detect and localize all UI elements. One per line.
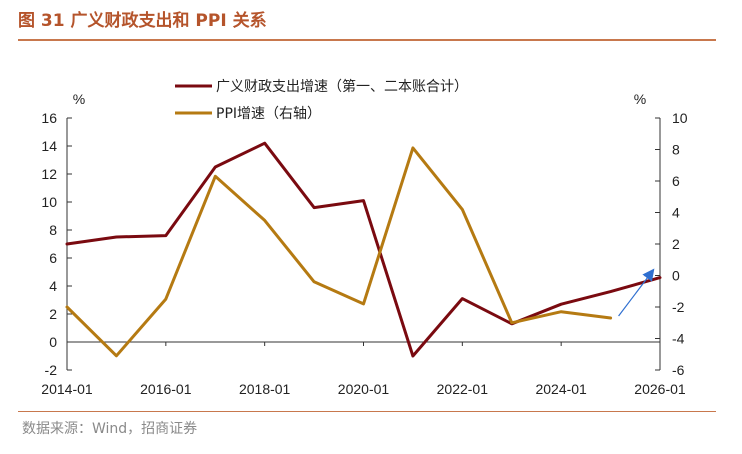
right-tick-label: -6 [672, 362, 685, 378]
figure-title: 图 31 广义财政支出和 PPI 关系 [18, 11, 267, 31]
x-tick-label: 2014-01 [41, 381, 93, 397]
right-tick-label: 2 [672, 236, 680, 252]
source-divider [18, 411, 716, 412]
series-line-2 [65, 146, 613, 358]
legend-label-1: 广义财政支出增速（第一、二本账合计） [216, 78, 468, 95]
x-tick-label: 2026-01 [634, 381, 686, 397]
left-tick-label: 4 [49, 278, 57, 294]
legend: 广义财政支出增速（第一、二本账合计） PPI增速（右轴） [175, 78, 468, 122]
left-tick-label: 0 [49, 334, 57, 350]
x-tick-label: 2016-01 [140, 381, 192, 397]
x-tick-label: 2018-01 [239, 381, 291, 397]
title-divider [18, 39, 716, 41]
left-axis-unit: % [73, 91, 85, 107]
x-tick-label: 2020-01 [338, 381, 390, 397]
series-layer [65, 141, 662, 358]
right-tick-label: 4 [672, 205, 680, 221]
left-tick-label: 2 [49, 306, 57, 322]
right-tick-label: 0 [672, 268, 680, 284]
trend-arrow [618, 268, 655, 317]
right-tick-label: 10 [672, 110, 688, 126]
left-tick-label: 10 [41, 194, 57, 210]
left-tick-label: 16 [41, 110, 57, 126]
right-tick-label: 6 [672, 173, 680, 189]
series-line-1 [65, 141, 662, 358]
left-tick-label: 14 [41, 138, 57, 154]
axes-layer: -2 0 2 4 6 8 10 12 14 16 -6 -4 -2 0 2 4 6 8 10 2014-01 2016-… [41, 91, 687, 397]
left-tick-label: 12 [41, 166, 57, 182]
right-axis-unit: % [634, 91, 646, 107]
left-tick-label: -2 [45, 362, 58, 378]
left-tick-label: 8 [49, 222, 57, 238]
legend-label-2: PPI增速（右轴） [216, 106, 321, 122]
x-tick-label: 2022-01 [437, 381, 489, 397]
right-tick-label: 8 [672, 142, 680, 158]
data-source-note: 数据来源：Wind，招商证券 [22, 421, 198, 437]
right-tick-label: -2 [672, 299, 685, 315]
line-chart: -2 0 2 4 6 8 10 12 14 16 -6 -4 -2 0 2 4 6 8 10 2014-01 2016-… [41, 78, 687, 397]
left-tick-label: 6 [49, 250, 57, 266]
right-tick-label: -4 [672, 331, 685, 347]
x-tick-label: 2024-01 [535, 381, 587, 397]
